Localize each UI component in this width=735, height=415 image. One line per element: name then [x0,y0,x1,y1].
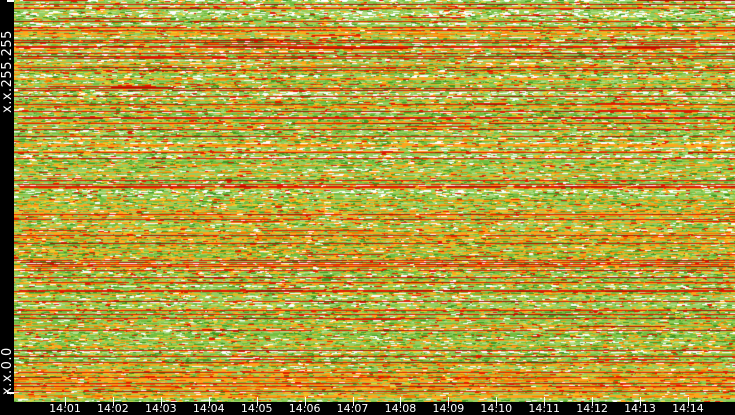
x-tick-label: 14:06 [288,402,321,415]
x-tick-mark [592,397,594,406]
x-tick-label: 14:13 [624,402,656,415]
x-tick-mark [208,397,210,406]
x-axis-bar [0,402,735,415]
x-tick-label: 14:08 [384,402,417,415]
heatmap-plot-canvas [14,0,735,402]
y-tick-mark [7,0,14,2]
x-tick-mark [352,397,354,406]
x-tick-mark [687,397,689,406]
x-tick-label: 14:07 [336,402,369,415]
x-tick-mark [448,397,450,406]
x-tick-label: 14:01 [49,402,81,415]
y-axis-label-bottom: x.x.0.0 [0,347,15,395]
x-tick-label: 14:14 [672,402,704,415]
y-axis-bar: x.x.255.255 x.x.0.0 [0,0,15,415]
x-tick-label: 14:05 [240,402,273,415]
x-tick-mark [400,397,402,406]
x-tick-mark [256,397,258,406]
y-tick-mark [7,392,14,394]
x-tick-label: 14:03 [144,402,177,415]
x-tick-mark [496,397,498,406]
x-tick-mark [640,397,642,406]
x-tick-mark [160,397,162,406]
x-tick-label: 14:09 [432,402,465,415]
x-tick-label: 14:10 [480,402,513,415]
x-tick-label: 14:12 [576,402,608,415]
x-tick-label: 14:02 [97,402,129,415]
x-tick-label: 14:04 [192,402,225,415]
x-tick-label: 14:11 [528,402,561,415]
x-tick-mark [65,397,66,406]
x-tick-mark [304,397,306,406]
x-tick-mark [544,397,546,406]
x-tick-mark [112,397,114,406]
y-axis-label-top: x.x.255.255 [0,30,15,113]
